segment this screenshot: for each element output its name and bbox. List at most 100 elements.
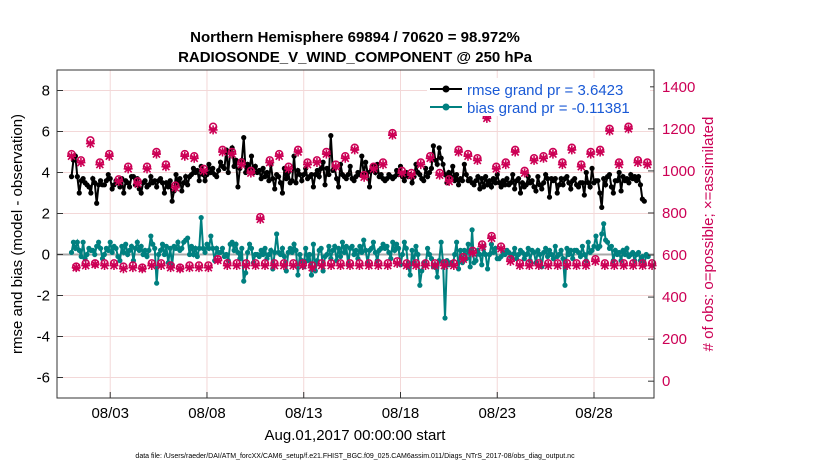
rmse-point bbox=[324, 165, 330, 171]
rmse-point bbox=[641, 198, 647, 204]
rmse-point bbox=[568, 186, 574, 192]
x-tick-label: 08/18 bbox=[382, 405, 420, 422]
bias-point bbox=[291, 241, 297, 247]
rmse-point bbox=[384, 176, 390, 182]
bias-point bbox=[326, 243, 332, 249]
bias-point bbox=[601, 221, 607, 227]
obs-assimilated-marker bbox=[520, 168, 530, 178]
bias-point bbox=[512, 245, 518, 251]
obs-assimilated-marker bbox=[133, 179, 143, 189]
rmse-point bbox=[86, 184, 92, 190]
bias-point bbox=[155, 251, 162, 258]
rmse-point bbox=[165, 184, 171, 190]
rmse-point bbox=[554, 190, 560, 196]
series-layer bbox=[67, 112, 657, 321]
rmse-point bbox=[446, 169, 452, 176]
rmse-point bbox=[517, 190, 524, 196]
rmse-point bbox=[326, 171, 332, 178]
bias-point bbox=[465, 241, 471, 247]
rmse-point bbox=[322, 182, 328, 188]
y-right-tick-label: 600 bbox=[662, 247, 687, 264]
rmse-point bbox=[450, 163, 456, 169]
legend-box bbox=[427, 78, 650, 116]
rmse-point bbox=[544, 176, 551, 182]
rmse-point bbox=[235, 184, 241, 190]
bias-point bbox=[200, 245, 206, 251]
obs-assimilated-marker bbox=[354, 261, 364, 271]
rmse-point bbox=[475, 174, 481, 180]
rmse-point bbox=[421, 178, 427, 184]
rmse-point bbox=[121, 190, 127, 196]
obs-assimilated-marker bbox=[317, 261, 327, 271]
obs-assimilated-marker bbox=[340, 153, 350, 163]
rmse-point bbox=[633, 178, 640, 184]
bias-point bbox=[479, 262, 485, 268]
bias-point bbox=[359, 249, 365, 256]
grid-layer bbox=[57, 70, 654, 398]
bias-point bbox=[277, 251, 284, 258]
rmse-point bbox=[575, 184, 582, 190]
footer-datafile: data file: /Users/raeder/DAI/ATM_forcXX/… bbox=[135, 453, 575, 460]
bias-point bbox=[417, 282, 423, 288]
bias-point bbox=[473, 258, 479, 264]
obs-assimilated-marker bbox=[279, 261, 289, 271]
rmse-point bbox=[146, 182, 152, 188]
rmse-point bbox=[183, 174, 189, 180]
obs-assimilated-marker bbox=[439, 261, 449, 271]
obs-assimilated-marker bbox=[114, 176, 124, 186]
rmse-point bbox=[215, 167, 222, 174]
bias-point bbox=[353, 247, 359, 253]
obs-assimilated-marker bbox=[269, 261, 279, 271]
rmse-point bbox=[343, 176, 349, 182]
rmse-point bbox=[221, 165, 227, 171]
bias-point bbox=[92, 251, 98, 258]
bias-point bbox=[612, 247, 618, 253]
bias-point bbox=[357, 243, 363, 249]
rmse-point bbox=[126, 184, 133, 190]
obs-assimilated-marker bbox=[81, 261, 91, 271]
rmse-point bbox=[96, 182, 102, 188]
rmse-point bbox=[256, 167, 262, 174]
obs-assimilated-marker bbox=[369, 164, 379, 174]
bias-point bbox=[96, 239, 102, 245]
rmse-point bbox=[628, 171, 634, 178]
bias-point bbox=[413, 243, 419, 249]
rmse-point bbox=[585, 180, 591, 186]
rmse-point bbox=[473, 178, 479, 184]
rmse-point bbox=[496, 180, 502, 186]
obs-assimilated-marker bbox=[166, 263, 176, 273]
bias-point bbox=[415, 251, 421, 258]
bias-point bbox=[330, 247, 336, 253]
rmse-point bbox=[583, 169, 589, 176]
obs-assimilated-marker bbox=[548, 149, 558, 159]
obs-assimilated-marker bbox=[336, 261, 346, 271]
rmse-point bbox=[92, 180, 98, 186]
rmse-point bbox=[556, 182, 562, 188]
bias-point bbox=[455, 266, 462, 272]
rmse-point bbox=[560, 182, 566, 188]
bias-point bbox=[152, 245, 158, 251]
bias-point bbox=[202, 249, 208, 256]
bias-point bbox=[335, 245, 342, 251]
rmse-point bbox=[283, 176, 289, 182]
bias-point bbox=[599, 231, 605, 237]
bias-point bbox=[349, 243, 355, 249]
rmse-point bbox=[599, 204, 605, 210]
obs-assimilated-marker bbox=[553, 261, 563, 271]
rmse-point bbox=[595, 178, 601, 184]
rmse-point bbox=[157, 176, 164, 182]
bias-point bbox=[306, 251, 313, 258]
obs-assimilated-marker bbox=[100, 261, 110, 271]
bias-point bbox=[568, 247, 574, 253]
obs-assimilated-marker bbox=[491, 164, 501, 174]
bias-point bbox=[134, 239, 140, 245]
rmse-point bbox=[440, 161, 446, 167]
rmse-point bbox=[601, 176, 607, 182]
bias-point bbox=[107, 239, 113, 245]
bias-point bbox=[318, 245, 324, 251]
bias-point bbox=[303, 245, 309, 251]
bias-point bbox=[256, 253, 262, 260]
rmse-point bbox=[401, 178, 407, 184]
obs-assimilated-marker bbox=[251, 261, 261, 271]
bias-point bbox=[72, 245, 78, 251]
